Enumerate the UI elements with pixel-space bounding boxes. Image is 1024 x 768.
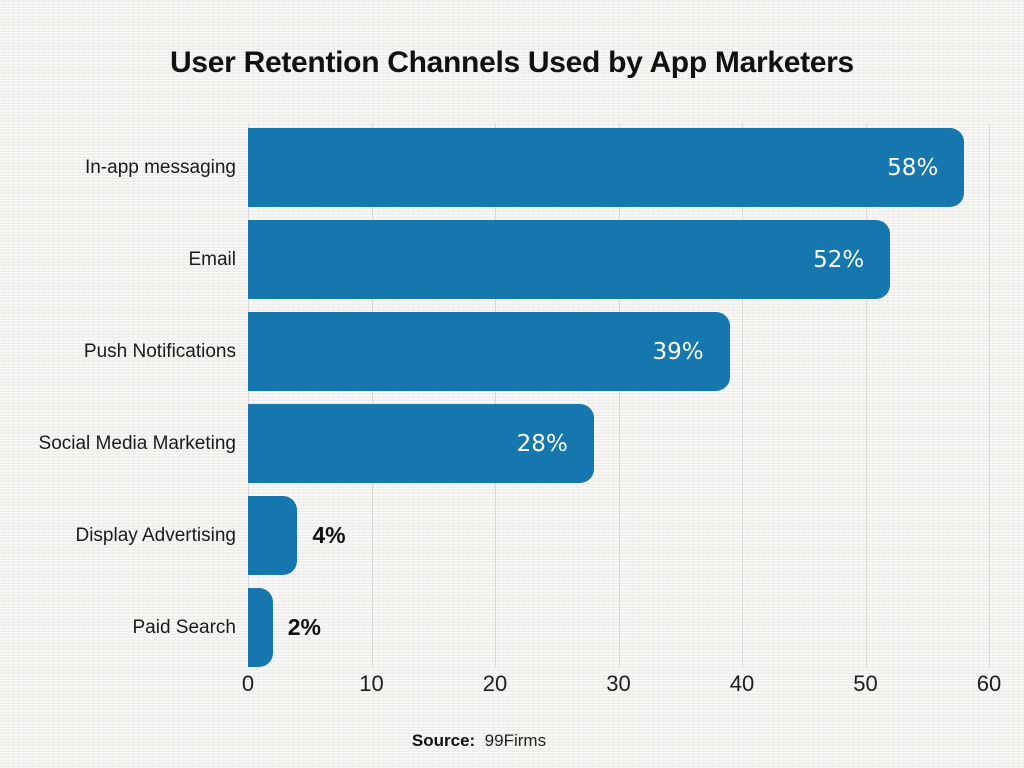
source-name: 99Firms [484,731,547,750]
gridline [742,123,743,668]
x-tick-label: 10 [359,671,384,696]
x-tick-label: 50 [853,671,878,696]
category-label: Display Advertising [75,524,236,546]
category-axis: In-app messaging Email Push Notifications S… [0,123,236,668]
category-label: Social Media Marketing [38,432,236,454]
category-label: Push Notifications [83,340,236,362]
x-tick-label: 0 [241,671,255,696]
bar [248,312,730,391]
category-label: Email [188,248,236,270]
bar-value-label: 4% [312,522,346,548]
bar [248,220,891,299]
source-line: Source: 99Firms [412,731,546,751]
x-tick-label: 30 [606,671,631,696]
bar [248,404,594,483]
category-label: In-app messaging [84,156,236,178]
bar-value-label: 58% [887,154,939,181]
gridline [248,123,249,668]
bar-value-label: 39% [652,338,704,365]
gridline [495,123,496,668]
x-axis: 0 10 20 30 40 50 60 [242,671,1001,701]
gridline [989,123,990,668]
bar [248,128,965,207]
plot-area: 58% 52% 39% 28% 4% 2% [248,123,990,668]
bar [248,496,298,575]
chart-title: User Retention Channels Used by App Mark… [170,46,854,79]
x-tick-label: 40 [729,671,755,696]
x-tick-label: 20 [482,671,508,696]
gridline [865,123,867,668]
source-label: Source: [411,731,476,750]
category-label: Paid Search [132,616,236,638]
x-tick-label: 60 [976,671,1002,696]
bar-value-label: 28% [516,430,568,457]
bar-value-label: 2% [287,614,321,640]
bar [248,588,273,667]
bar-value-label: 52% [813,246,865,273]
gridline [618,123,620,668]
gridline [371,123,373,668]
